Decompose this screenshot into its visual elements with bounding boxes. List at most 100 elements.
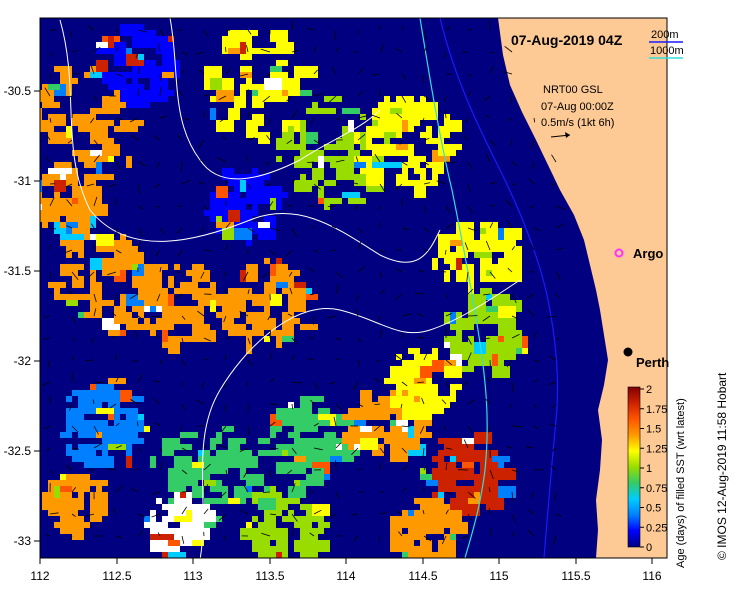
- sst-age-cell: [414, 426, 426, 438]
- sst-age-cell: [204, 66, 222, 78]
- current-vector: [219, 491, 227, 499]
- sst-age-cell: [276, 96, 288, 102]
- sst-age-cell: [210, 282, 216, 294]
- current-vector: [286, 139, 293, 145]
- current-vector: [224, 46, 227, 53]
- sst-age-cell: [54, 522, 60, 528]
- sst-age-cell: [60, 198, 66, 204]
- sst-age-cell: [66, 444, 72, 456]
- current-vector: [181, 337, 184, 343]
- current-vector: [335, 358, 341, 361]
- sst-age-cell: [294, 180, 312, 192]
- current-vector: [137, 315, 143, 320]
- sst-age-cell: [372, 450, 384, 456]
- sst-age-cell: [336, 168, 354, 180]
- sst-age-cell: [396, 366, 402, 372]
- current-vector: [489, 359, 491, 369]
- sst-age-cell: [72, 114, 90, 126]
- sst-age-cell: [240, 294, 252, 300]
- current-vector: [462, 135, 469, 141]
- current-vector: [555, 337, 560, 341]
- sst-age-cell: [432, 162, 444, 174]
- current-vector: [115, 535, 123, 539]
- current-vector: [467, 91, 472, 97]
- current-vector: [379, 289, 386, 295]
- sst-age-cell: [96, 408, 114, 414]
- current-vector: [395, 268, 403, 273]
- sst-age-cell: [432, 348, 438, 354]
- current-vector: [555, 223, 564, 229]
- sst-age-cell: [216, 120, 234, 132]
- sst-age-cell: [456, 270, 474, 282]
- sst-age-cell: [144, 522, 162, 528]
- current-vector: [423, 535, 432, 542]
- sst-age-cell: [378, 132, 396, 138]
- sst-age-cell: [276, 156, 282, 162]
- sst-age-cell: [492, 456, 510, 462]
- sst-age-cell: [288, 486, 306, 498]
- sst-age-cell: [462, 504, 480, 510]
- current-vector: [203, 463, 211, 471]
- sst-age-cell: [54, 180, 66, 192]
- current-vector: [463, 381, 469, 386]
- current-vector: [90, 117, 95, 124]
- current-vector: [467, 73, 473, 77]
- current-vector: [246, 45, 249, 53]
- current-vector: [445, 509, 449, 515]
- sst-age-cell: [312, 468, 324, 480]
- current-vector: [351, 447, 359, 455]
- sst-age-cell: [162, 72, 174, 78]
- sst-age-cell: [144, 300, 162, 306]
- current-vector: [445, 293, 448, 299]
- current-vector: [225, 68, 232, 75]
- current-vector: [247, 425, 250, 435]
- sst-age-cell: [180, 336, 198, 342]
- sst-age-cell: [450, 480, 456, 492]
- sst-age-cell: [72, 504, 84, 510]
- sst-age-cell: [462, 510, 480, 516]
- current-vector: [180, 425, 183, 432]
- current-vector: [291, 155, 295, 163]
- sst-age-cell: [252, 294, 270, 306]
- sst-age-cell: [336, 138, 354, 150]
- current-vector: [330, 513, 337, 518]
- y-tick-label: -32.5: [4, 444, 32, 458]
- sst-age-cell: [162, 438, 180, 444]
- sst-age-cell: [40, 90, 54, 102]
- sst-age-cell: [216, 90, 234, 102]
- sst-age-cell: [300, 528, 318, 534]
- sst-age-cell: [300, 396, 306, 402]
- current-vector: [65, 464, 73, 471]
- sst-age-cell: [186, 270, 192, 276]
- sst-age-cell: [40, 126, 42, 132]
- sst-age-cell: [30, 204, 36, 216]
- current-vector: [108, 183, 117, 188]
- current-vector: [178, 90, 183, 97]
- sst-age-cell: [150, 36, 168, 42]
- current-vector: [136, 421, 139, 427]
- sst-age-cell: [138, 66, 144, 78]
- sst-age-cell: [408, 426, 414, 438]
- current-vector: [262, 95, 271, 103]
- current-vector: [313, 315, 315, 325]
- current-vector: [482, 315, 491, 322]
- current-vector: [269, 329, 272, 339]
- sst-age-cell: [396, 354, 402, 360]
- sst-age-cell: [306, 534, 312, 546]
- current-vector: [485, 114, 491, 119]
- current-vector: [423, 138, 430, 141]
- current-vector: [489, 204, 495, 207]
- sst-age-cell: [240, 528, 258, 534]
- current-vector: [137, 530, 144, 537]
- sst-age-cell: [450, 258, 456, 264]
- sst-age-cell: [468, 336, 474, 348]
- sst-age-cell: [402, 162, 408, 174]
- sst-age-cell: [312, 426, 318, 432]
- current-vector: [507, 446, 513, 449]
- current-vector: [153, 183, 161, 189]
- sst-age-cell: [396, 102, 402, 108]
- sst-age-cell: [450, 534, 456, 540]
- sst-age-cell: [126, 48, 132, 54]
- current-vector: [310, 224, 315, 229]
- current-vector: [130, 399, 139, 405]
